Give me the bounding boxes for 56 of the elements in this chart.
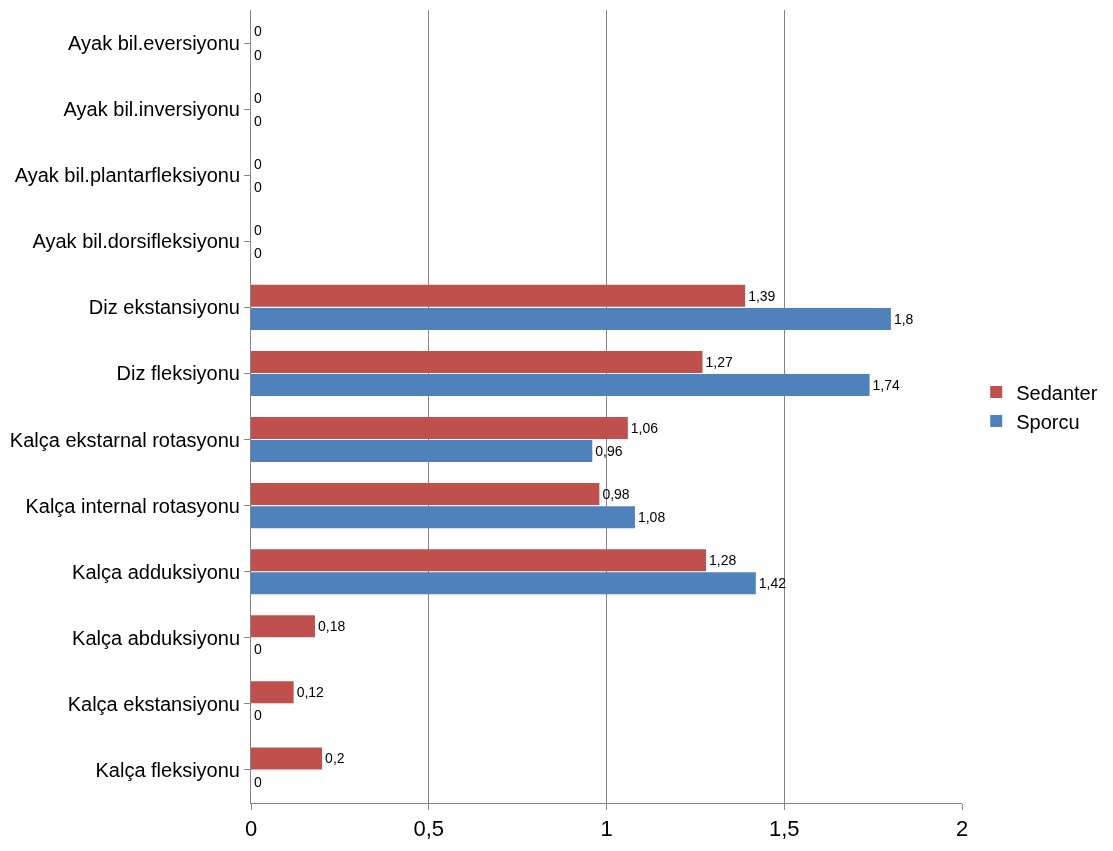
y-tick-label: Kalça internal rotasyonu: [25, 494, 240, 517]
y-tick-label: Kalça ekstarnal rotasyonu: [9, 428, 240, 451]
bar: [251, 284, 746, 307]
x-tick-label: 0,5: [413, 816, 445, 842]
data-label: 1,74: [872, 377, 901, 394]
data-label: 0: [254, 221, 262, 238]
data-label: 0: [254, 773, 262, 790]
data-label: 1,08: [637, 509, 666, 526]
y-tick-label: Ayak bil.dorsifleksiyonu: [32, 230, 240, 253]
data-label: 0,18: [317, 618, 346, 635]
legend-label: Sedanter: [1016, 381, 1098, 404]
bar: [251, 307, 891, 330]
data-label: 0,2: [325, 750, 345, 767]
data-label: 1,27: [705, 353, 733, 370]
data-label: 0: [254, 641, 262, 658]
bar: [251, 506, 635, 529]
legend-label: Sporcu: [1016, 410, 1080, 433]
data-label: 0,98: [602, 486, 630, 503]
data-label: 0: [254, 155, 262, 172]
data-label: 1,42: [758, 575, 787, 592]
bar: [251, 416, 628, 439]
bar: [251, 747, 323, 770]
data-label: 0: [254, 23, 262, 40]
data-label: 0: [254, 707, 262, 724]
y-tick-label: Kalça adduksiyonu: [72, 560, 240, 583]
data-label: 0: [254, 244, 262, 261]
data-label: 1,39: [748, 287, 776, 304]
y-tick-label: Kalça abduksiyonu: [72, 626, 240, 649]
bar: [251, 483, 600, 506]
data-label: 0: [254, 89, 262, 106]
bar: [251, 615, 315, 638]
bar: [251, 549, 707, 572]
x-tick-label: 1: [600, 816, 613, 842]
data-label: 1,8: [893, 310, 914, 327]
y-tick-label: Ayak bil.eversiyonu: [68, 32, 240, 55]
data-label: 1,06: [630, 419, 659, 436]
y-tick-label: Kalça ekstansiyonu: [67, 692, 240, 715]
y-tick-label: Ayak bil.inversiyonu: [63, 98, 240, 121]
y-tick-label: Diz ekstansiyonu: [88, 296, 240, 319]
bar: [251, 572, 756, 595]
data-label: 0: [254, 46, 262, 63]
x-tick-label: 2: [955, 816, 969, 842]
data-label: 1,28: [709, 552, 737, 569]
data-label: 0: [254, 178, 262, 195]
bar: [251, 350, 703, 373]
y-tick-label: Ayak bil.plantarfleksiyonu: [14, 164, 240, 187]
bar: [251, 374, 870, 397]
y-tick-label: Diz fleksiyonu: [116, 362, 240, 385]
data-label: 0,12: [296, 684, 325, 701]
x-tick-label: 1,5: [768, 816, 800, 842]
bar: [251, 440, 593, 463]
data-label: 0: [254, 112, 262, 129]
bar: [251, 681, 294, 704]
data-label: 0,96: [595, 443, 623, 460]
x-tick-label: 0: [244, 816, 258, 842]
y-tick-label: Kalça fleksiyonu: [95, 758, 240, 781]
